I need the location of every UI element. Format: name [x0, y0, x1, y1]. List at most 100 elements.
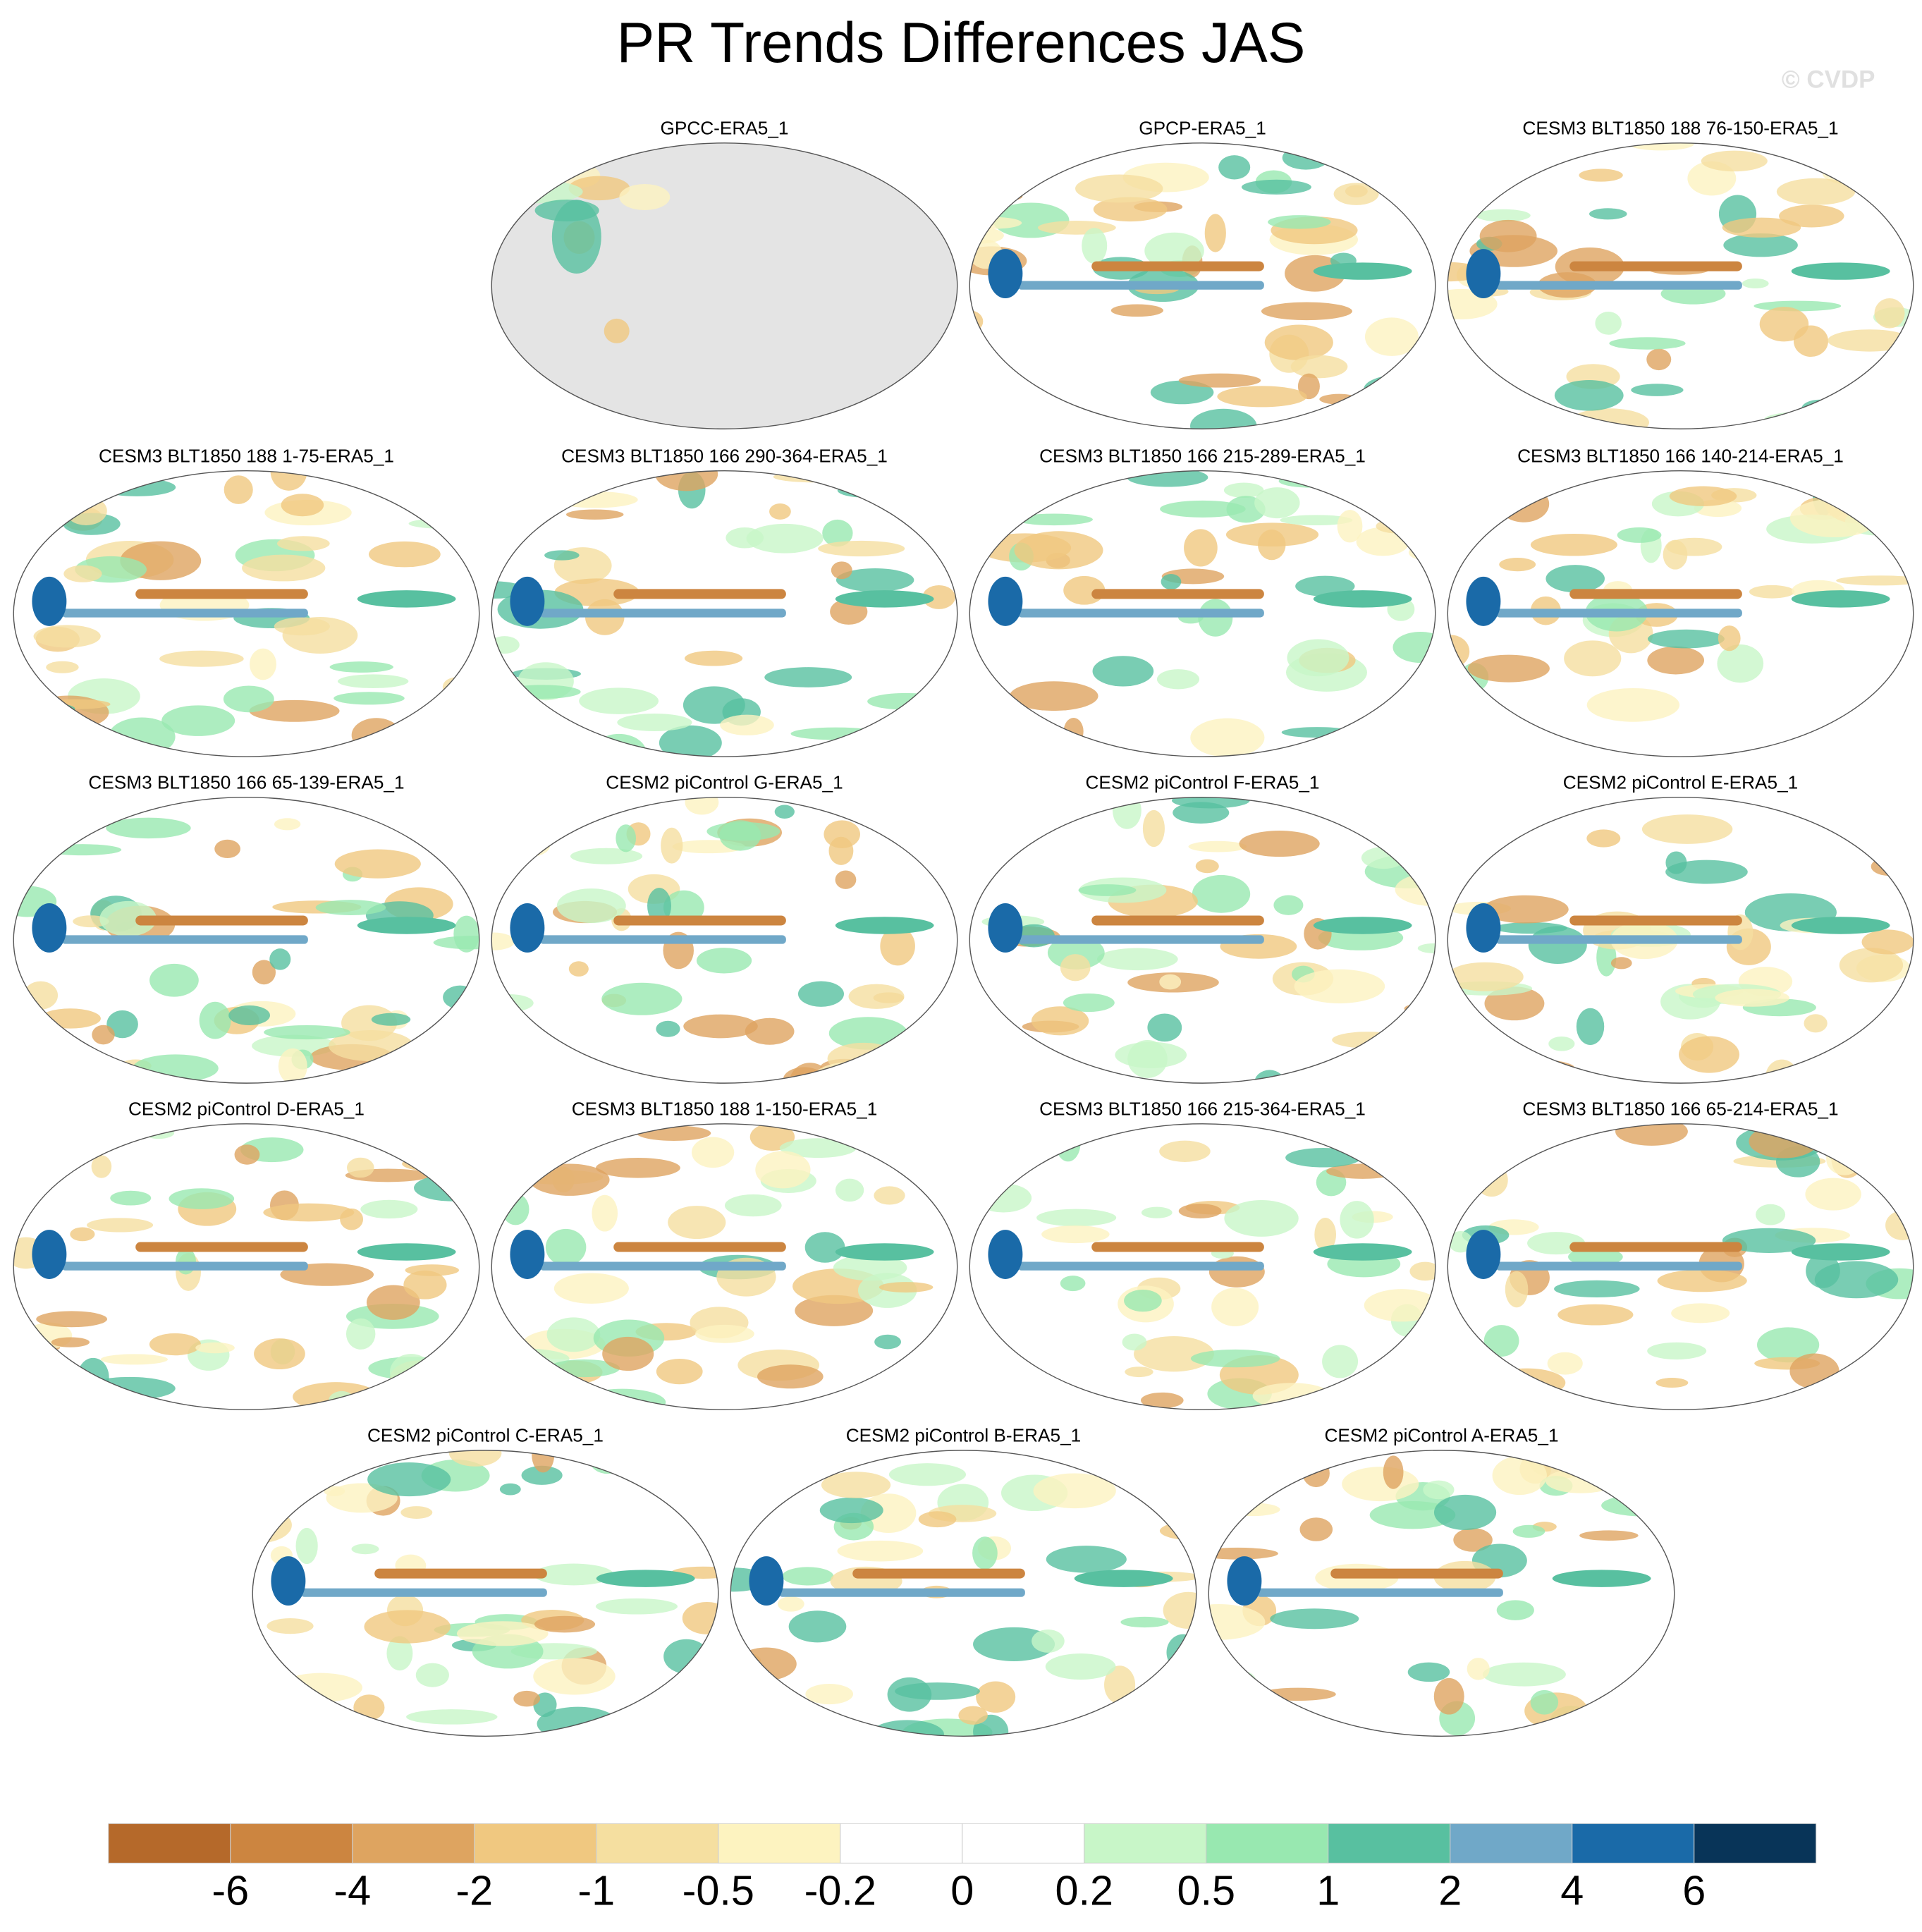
field-blob: [1648, 629, 1725, 649]
field-blob: [1211, 1288, 1259, 1326]
field-blob: [1188, 840, 1247, 852]
field-blob: [1851, 1136, 1914, 1149]
field-blob: [1586, 829, 1621, 848]
field-blob: [880, 927, 915, 966]
field-band: [61, 609, 308, 618]
field-blob: [975, 1183, 1032, 1213]
field-blob: [1302, 1459, 1330, 1488]
field-blob: [511, 797, 591, 816]
field-blob: [1189, 408, 1257, 429]
field-blob: [65, 496, 107, 525]
field-blob: [795, 1295, 874, 1326]
field-blob: [448, 491, 479, 515]
field-blob: [1879, 804, 1914, 829]
field-blob: [1657, 1269, 1747, 1292]
field-blob: [1483, 895, 1569, 924]
field-blob: [656, 1020, 680, 1037]
field-blob: [1409, 1261, 1436, 1281]
field-blob: [685, 797, 719, 815]
map-outline: [491, 142, 958, 429]
field-blob: [1208, 1256, 1265, 1288]
field-band: [135, 915, 308, 926]
field-blob: [1617, 527, 1662, 543]
field-blob: [1010, 1123, 1047, 1138]
field-blob: [534, 1615, 596, 1633]
field-blob: [879, 1282, 934, 1293]
field-blob: [1839, 948, 1904, 983]
field-blob: [1448, 1230, 1473, 1253]
field-blob: [1547, 1352, 1583, 1375]
colorbar-swatch: [596, 1823, 719, 1864]
field-blob: [1217, 386, 1307, 408]
field-band: [1495, 281, 1742, 290]
field-blob: [503, 685, 581, 699]
field-blob: [252, 1507, 292, 1543]
field-blob: [433, 936, 479, 950]
field-blob: [831, 561, 852, 580]
field-blob: [1254, 1070, 1285, 1084]
field-blob: [91, 1155, 112, 1178]
field-blob: [682, 1601, 718, 1634]
field-band: [1569, 1242, 1742, 1252]
field-blob: [904, 825, 957, 860]
field-blob: [1192, 874, 1251, 913]
field-blob: [1791, 590, 1890, 608]
field-blob: [1224, 1200, 1299, 1237]
field-blob: [159, 650, 244, 667]
field-blob: [857, 1387, 924, 1410]
field-blob: [1285, 1147, 1361, 1168]
field-blob: [1377, 1075, 1409, 1084]
field-blob: [1789, 499, 1879, 538]
field-blob: [1184, 529, 1218, 567]
field-blob: [1376, 518, 1416, 534]
field-blob: [835, 870, 857, 889]
field-blob: [828, 836, 854, 865]
colorbar-tick-label: 0.2: [1055, 1867, 1113, 1914]
field-blob: [510, 903, 545, 953]
field-blob: [932, 797, 957, 816]
field-blob: [1722, 1228, 1816, 1254]
field-blob: [924, 470, 957, 494]
field-blob: [694, 1324, 754, 1343]
field-band: [1017, 1261, 1264, 1271]
field-blob: [595, 1598, 678, 1615]
field-blob: [1479, 219, 1537, 252]
map-outline: [1447, 797, 1914, 1084]
field-blob: [13, 685, 32, 709]
field-blob: [553, 491, 638, 508]
field-blob: [1342, 1467, 1419, 1502]
field-blob: [1447, 962, 1524, 991]
field-blob: [819, 1497, 883, 1524]
field-blob: [1290, 355, 1348, 379]
field-blob: [1497, 1374, 1533, 1391]
field-blob: [408, 518, 479, 530]
field-blob: [1322, 1345, 1359, 1378]
field-blob: [1055, 1125, 1081, 1162]
field-blob: [1198, 599, 1233, 637]
field-blob: [503, 157, 592, 175]
map: [13, 797, 479, 1084]
field-blob: [371, 1013, 411, 1026]
field-band: [613, 1242, 786, 1252]
field-blob: [696, 948, 752, 974]
field-blob: [1530, 1689, 1559, 1715]
field-blob: [1223, 482, 1264, 499]
field-blob: [456, 1621, 549, 1646]
field-blob: [1433, 1494, 1497, 1530]
panel-title: CESM3 BLT1850 188 1-150-ERA5_1: [572, 1098, 878, 1119]
field-band: [61, 935, 308, 944]
field-blob: [1433, 1677, 1464, 1715]
field-blob: [895, 1376, 925, 1398]
field-blob: [510, 1230, 545, 1279]
field-blob: [918, 1511, 957, 1528]
field-blob: [1814, 1261, 1899, 1299]
field-blob: [837, 483, 892, 498]
field-blob: [821, 1472, 891, 1498]
field-blob: [83, 1376, 176, 1400]
map: [1447, 470, 1914, 757]
map-outline: [969, 797, 1436, 1084]
field-blob: [1568, 1247, 1623, 1266]
field-blob: [1392, 631, 1436, 664]
field-blob: [755, 1151, 811, 1189]
field-blob: [887, 1677, 932, 1712]
